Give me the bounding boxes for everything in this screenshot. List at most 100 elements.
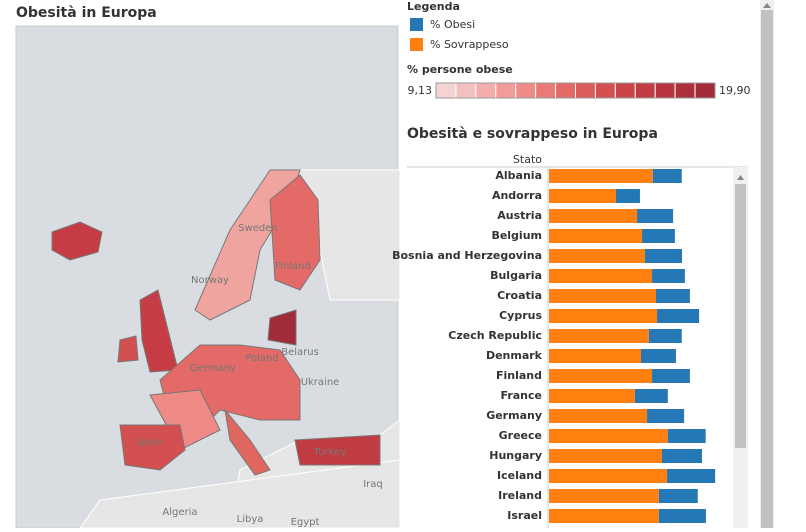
ramp-step	[594, 82, 616, 99]
row-label: Czech Republic	[448, 329, 542, 342]
color-scale-title: % persone obese	[407, 63, 513, 76]
legend-label: % Sovrappeso	[430, 38, 509, 51]
map-label: Sweden	[238, 223, 278, 234]
column-header: Stato	[513, 153, 542, 166]
ramp-step	[614, 82, 636, 99]
row-label: Bulgaria	[490, 269, 542, 282]
row-label: Greece	[499, 429, 542, 442]
row-label: Belgium	[491, 229, 542, 242]
chart-title: Obesità e sovrappeso in Europa	[407, 126, 658, 142]
scroll-up[interactable]	[737, 175, 744, 180]
ramp-max: 19,90	[719, 84, 751, 97]
map-label: Germany	[190, 363, 236, 374]
bar-segment	[549, 169, 653, 183]
map-country	[119, 424, 186, 471]
bar-segment	[667, 429, 706, 443]
legend-title: Legenda	[407, 0, 460, 13]
bar-segment	[644, 249, 683, 263]
map-country	[117, 335, 139, 363]
ramp-frame	[435, 82, 716, 99]
bar-segment	[549, 509, 659, 523]
row-label: France	[501, 389, 542, 402]
bar-segment	[549, 289, 656, 303]
map	[15, 25, 401, 529]
row-label: Albania	[495, 169, 542, 182]
bar-segment	[549, 209, 638, 223]
bar-segment	[549, 469, 668, 483]
map-label: Libya	[237, 514, 264, 525]
map-label: Algeria	[162, 507, 197, 518]
row-label: Andorra	[492, 189, 542, 202]
map-country	[294, 434, 381, 466]
bar-segment	[652, 369, 690, 383]
map-label: Turkey	[313, 447, 347, 458]
page-scroll-up[interactable]	[763, 3, 771, 8]
bar-segment	[637, 209, 674, 223]
ramp-step	[515, 82, 537, 99]
legend-label: % Obesi	[430, 18, 475, 31]
bar-segment	[648, 329, 682, 343]
bar-segment	[549, 349, 641, 363]
legend-swatch	[410, 18, 423, 31]
map-label: Norway	[191, 275, 229, 286]
row-label: Iceland	[497, 469, 542, 482]
bar-segment	[549, 249, 645, 263]
ramp-min: 9,13	[408, 84, 433, 97]
map-title: Obesità in Europa	[16, 5, 157, 21]
bar-segment	[549, 489, 659, 503]
map-label: Ukraine	[301, 377, 340, 388]
legend-swatch	[410, 38, 423, 51]
page-scroll-thumb[interactable]	[761, 10, 773, 528]
bar-segment	[549, 389, 635, 403]
map-label: Egypt	[291, 517, 320, 528]
ramp-step	[654, 82, 676, 99]
ramp-step	[455, 82, 477, 99]
ramp-step	[495, 82, 517, 99]
bar-segment	[549, 449, 663, 463]
map-country	[267, 309, 297, 346]
ramp-step	[475, 82, 497, 99]
row-label: Croatia	[497, 289, 542, 302]
ramp-step	[535, 82, 557, 99]
bar-segment	[655, 289, 690, 303]
bar-segment	[662, 449, 702, 463]
row-label: Austria	[497, 209, 542, 222]
bar-segment	[616, 189, 640, 203]
row-label: Finland	[496, 369, 542, 382]
row-label: Ireland	[498, 489, 542, 502]
map-label: Belarus	[281, 347, 319, 358]
row-label: Germany	[486, 409, 542, 422]
map-country	[224, 408, 271, 476]
bar-segment	[652, 169, 682, 183]
map-label: Spain	[136, 437, 164, 448]
bar-segment	[549, 189, 617, 203]
ramp-step	[674, 82, 696, 99]
bar-segment	[658, 509, 706, 523]
bar-segment	[667, 469, 716, 483]
row-label: Denmark	[486, 349, 543, 362]
ramp-step	[694, 82, 716, 99]
bar-segment	[647, 409, 685, 423]
row-label: Bosnia and Herzegovina	[392, 249, 542, 262]
bar-segment	[549, 229, 643, 243]
ramp-step	[555, 82, 576, 99]
bar-segment	[549, 429, 668, 443]
bar-segment	[549, 409, 648, 423]
bar-segment	[652, 269, 685, 283]
bar-segment	[641, 349, 676, 363]
map-label: Poland	[245, 353, 278, 364]
bar-segment	[657, 309, 700, 323]
chart-scroll-thumb[interactable]	[735, 184, 746, 448]
map-label: Finland	[275, 261, 311, 272]
row-label: Cyprus	[499, 309, 542, 322]
map-country	[51, 221, 103, 261]
bar-segment	[549, 309, 658, 323]
map-country	[269, 174, 321, 291]
bar-segment	[549, 369, 653, 383]
bar-segment	[658, 489, 698, 503]
row-label: Hungary	[489, 449, 542, 462]
ramp-step	[634, 82, 656, 99]
row-label: Israel	[507, 509, 542, 522]
ramp-step	[435, 82, 457, 99]
